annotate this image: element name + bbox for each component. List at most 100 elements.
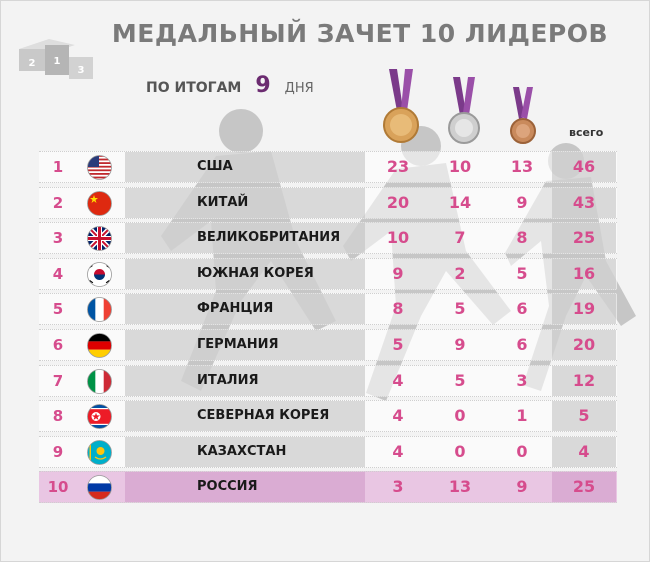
total-count: 43 (572, 192, 596, 212)
country-cell-bg (125, 401, 365, 432)
total-count: 25 (572, 228, 596, 248)
medal-table: 1 США 23 10 13 46 2 КИТАЙ 20 14 9 43 3 В… (39, 151, 617, 507)
total-cell-bg (552, 401, 616, 432)
country-name: РОССИЯ (197, 479, 258, 495)
gold-count: 3 (392, 477, 404, 497)
total-cell-bg (552, 472, 616, 503)
table-row: 1 США 23 10 13 46 (39, 151, 617, 183)
country-name: США (197, 159, 233, 174)
table-row: 10 РОССИЯ 3 13 9 25 (39, 471, 617, 504)
country-name: КАЗАХСТАН (197, 443, 287, 459)
country-cell-bg (125, 365, 365, 396)
subtitle: ПО ИТОГАМ 9 ДНЯ (146, 73, 314, 98)
bronze-count: 0 (516, 441, 528, 461)
rank-cell: 5 (52, 300, 64, 319)
south-korea-flag-icon (87, 261, 112, 287)
bronze-count: 9 (516, 192, 528, 212)
silver-count: 5 (454, 299, 466, 319)
bronze-count: 6 (516, 334, 528, 354)
silver-medal-icon (448, 77, 480, 145)
rank-cell: 6 (52, 335, 64, 354)
silver-count: 14 (448, 192, 472, 212)
silver-count: 9 (454, 334, 466, 354)
italy-flag-icon (87, 368, 112, 394)
podium-digit-1: 1 (54, 56, 61, 67)
podium-icon: 2 1 3 (19, 39, 93, 79)
country-name: ВЕЛИКОБРИТАНИЯ (197, 230, 341, 246)
country-cell-bg (125, 152, 365, 182)
rank-cell: 3 (52, 229, 64, 248)
total-column-header: всего (569, 126, 604, 139)
page-title: МЕДАЛЬНЫЙ ЗАЧЕТ 10 ЛИДЕРОВ (111, 19, 609, 48)
total-count: 20 (572, 334, 596, 354)
rank-cell: 1 (52, 158, 64, 176)
gold-count: 4 (392, 406, 404, 426)
table-row: 3 ВЕЛИКОБРИТАНИЯ 10 7 8 25 (39, 222, 617, 255)
gold-count: 4 (392, 441, 404, 461)
total-count: 4 (578, 441, 590, 461)
north-korea-flag-icon (87, 404, 112, 430)
kazakhstan-flag-icon (87, 439, 112, 465)
rank-cell: 4 (52, 264, 64, 283)
bronze-count: 13 (510, 157, 534, 176)
gold-count: 8 (392, 299, 404, 319)
gold-count: 9 (392, 263, 404, 283)
total-cell-bg (552, 436, 616, 467)
bronze-count: 1 (516, 406, 528, 426)
total-cell-bg (552, 187, 616, 218)
russia-flag-icon (87, 475, 112, 501)
silver-count: 2 (454, 263, 466, 283)
country-cell-bg (125, 258, 365, 289)
total-count: 16 (572, 263, 596, 283)
silver-count: 7 (454, 228, 466, 248)
silver-count: 0 (454, 406, 466, 426)
podium-digit-3: 3 (78, 65, 85, 76)
table-row: 9 КАЗАХСТАН 4 0 0 4 (39, 435, 617, 468)
bronze-count: 6 (516, 299, 528, 319)
country-cell-bg (125, 294, 365, 325)
gold-medal-icon (383, 69, 419, 145)
uk-flag-icon (87, 226, 112, 252)
subtitle-label: ПО ИТОГАМ (146, 80, 242, 96)
table-row: 6 ГЕРМАНИЯ 5 9 6 20 (39, 328, 617, 361)
gold-count: 23 (386, 157, 410, 176)
bronze-count: 8 (516, 228, 528, 248)
total-count: 25 (572, 477, 596, 497)
country-name: СЕВЕРНАЯ КОРЕЯ (197, 408, 330, 424)
country-cell-bg (125, 329, 365, 360)
total-cell-bg (552, 152, 616, 182)
bronze-count: 3 (516, 370, 528, 390)
rank-cell: 9 (52, 442, 64, 461)
total-count: 12 (572, 370, 596, 390)
rank-cell: 10 (47, 478, 69, 497)
total-count: 46 (572, 157, 596, 176)
table-row: 2 КИТАЙ 20 14 9 43 (39, 186, 617, 219)
france-flag-icon (87, 297, 112, 323)
gold-count: 5 (392, 334, 404, 354)
gold-count: 4 (392, 370, 404, 390)
us-flag-icon (87, 155, 112, 180)
table-row: 7 ИТАЛИЯ 4 5 3 12 (39, 364, 617, 397)
total-count: 5 (578, 406, 590, 426)
country-cell-bg (125, 436, 365, 467)
gold-count: 20 (386, 192, 410, 212)
table-row: 8 СЕВЕРНАЯ КОРЕЯ 4 0 1 5 (39, 400, 617, 433)
bronze-medal-icon (509, 87, 537, 145)
table-row: 4 ЮЖНАЯ КОРЕЯ 9 2 5 16 (39, 257, 617, 290)
country-cell-bg (125, 472, 365, 503)
total-cell-bg (552, 329, 616, 360)
total-cell-bg (552, 294, 616, 325)
silver-count: 13 (448, 477, 472, 497)
country-name: КИТАЙ (197, 194, 249, 210)
country-name: ГЕРМАНИЯ (197, 336, 279, 352)
total-cell-bg (552, 258, 616, 289)
rank-cell: 7 (52, 371, 64, 390)
days-label: ДНЯ (284, 81, 314, 96)
country-cell-bg (125, 223, 365, 254)
total-cell-bg (552, 365, 616, 396)
silver-count: 10 (448, 157, 472, 176)
podium-digit-2: 2 (29, 58, 36, 69)
day-number: 9 (255, 73, 271, 98)
total-cell-bg (552, 223, 616, 254)
